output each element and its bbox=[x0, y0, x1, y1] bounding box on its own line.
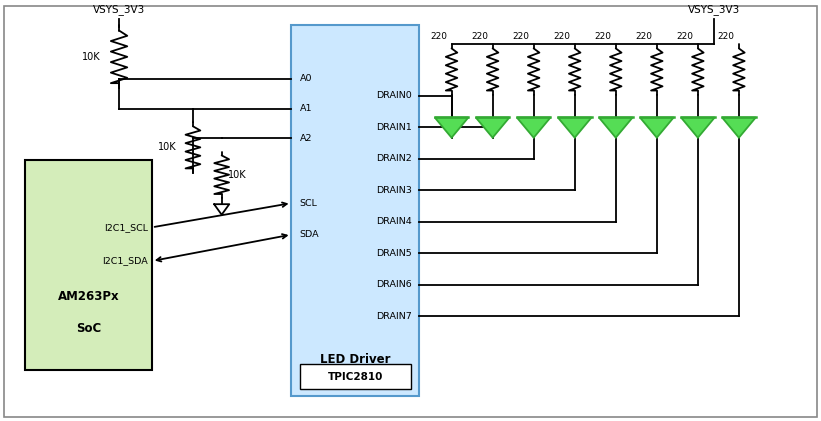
Polygon shape bbox=[640, 117, 674, 138]
Text: A1: A1 bbox=[300, 104, 312, 113]
Text: DRAIN5: DRAIN5 bbox=[376, 249, 412, 258]
Text: TPIC2810: TPIC2810 bbox=[328, 372, 383, 382]
Text: 220: 220 bbox=[594, 32, 612, 41]
Polygon shape bbox=[599, 117, 633, 138]
Text: I2C1_SCL: I2C1_SCL bbox=[103, 223, 148, 232]
Text: SCL: SCL bbox=[300, 199, 318, 208]
Polygon shape bbox=[681, 117, 715, 138]
Text: 220: 220 bbox=[635, 32, 653, 41]
Text: 220: 220 bbox=[512, 32, 530, 41]
Text: SDA: SDA bbox=[300, 230, 319, 239]
Text: 10K: 10K bbox=[158, 142, 177, 152]
FancyBboxPatch shape bbox=[300, 364, 410, 389]
Text: 10K: 10K bbox=[82, 52, 101, 62]
Text: AM263Px: AM263Px bbox=[57, 290, 119, 303]
FancyBboxPatch shape bbox=[25, 160, 152, 370]
Text: DRAIN0: DRAIN0 bbox=[376, 91, 412, 100]
Text: LED Driver: LED Driver bbox=[320, 354, 390, 366]
Text: DRAIN6: DRAIN6 bbox=[376, 280, 412, 289]
Text: 220: 220 bbox=[677, 32, 694, 41]
Text: DRAIN7: DRAIN7 bbox=[376, 312, 412, 320]
FancyBboxPatch shape bbox=[291, 25, 419, 396]
Text: DRAIN4: DRAIN4 bbox=[376, 217, 412, 226]
Polygon shape bbox=[475, 117, 510, 138]
Text: 220: 220 bbox=[553, 32, 571, 41]
Text: 220: 220 bbox=[718, 32, 735, 41]
Polygon shape bbox=[722, 117, 756, 138]
Text: VSYS_3V3: VSYS_3V3 bbox=[688, 4, 741, 15]
Text: 10K: 10K bbox=[228, 170, 247, 180]
Text: SoC: SoC bbox=[76, 322, 101, 335]
Text: VSYS_3V3: VSYS_3V3 bbox=[93, 4, 145, 15]
Text: A0: A0 bbox=[300, 75, 312, 83]
Text: DRAIN3: DRAIN3 bbox=[376, 186, 412, 195]
Text: 220: 220 bbox=[471, 32, 488, 41]
Polygon shape bbox=[516, 117, 551, 138]
Text: 220: 220 bbox=[430, 32, 447, 41]
Text: DRAIN1: DRAIN1 bbox=[376, 123, 412, 132]
Text: DRAIN2: DRAIN2 bbox=[376, 154, 412, 163]
Polygon shape bbox=[557, 117, 592, 138]
Text: A2: A2 bbox=[300, 134, 312, 143]
Text: I2C1_SDA: I2C1_SDA bbox=[102, 256, 148, 266]
Polygon shape bbox=[434, 117, 469, 138]
